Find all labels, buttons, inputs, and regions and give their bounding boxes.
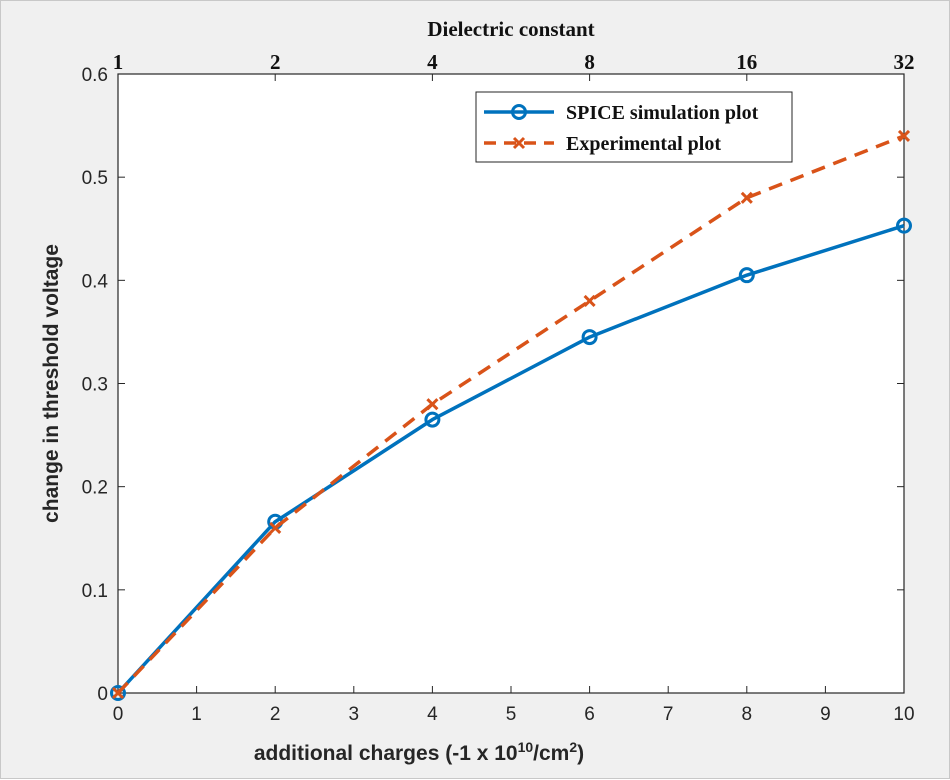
top-tick-label: 32 [894, 50, 915, 74]
x-tick-label: 4 [427, 704, 438, 725]
x-tick-label: 9 [820, 704, 831, 725]
x-axis-label-main: additional charges (-1 x 10 [254, 742, 518, 765]
y-tick-label: 0.5 [82, 168, 108, 189]
series-2-point [740, 191, 753, 204]
y-axis-label: change in threshold voltage [40, 244, 63, 523]
x-tick-label: 8 [742, 704, 753, 725]
x-axis-label: additional charges (-1 x 1010/cm2) [254, 739, 584, 765]
y-tick-label: 0 [97, 684, 108, 705]
x-axis-label-unit: /cm [533, 742, 569, 765]
y-tick-label: 0.4 [82, 271, 109, 292]
series-2-point [269, 521, 282, 534]
series-1-point [738, 267, 755, 284]
series-2-point [897, 129, 911, 142]
legend-marker-1 [511, 104, 527, 120]
y-tick-label: 0.3 [82, 375, 108, 396]
series-2-point [426, 398, 439, 411]
top-tick-label: 16 [736, 50, 757, 74]
series-1-point [896, 217, 912, 234]
x-tick-label: 0 [113, 704, 124, 725]
x-tick-label: 3 [349, 704, 360, 725]
series-1-point [581, 329, 598, 346]
series-line-2 [116, 134, 905, 695]
legend-label-1: SPICE simulation plot [566, 102, 759, 124]
legend-marker-2 [512, 136, 526, 150]
y-tick-label: 0.6 [82, 65, 108, 86]
x-tick-label: 6 [584, 704, 595, 725]
series-line-1 [116, 223, 905, 695]
top-tick-label: 4 [427, 50, 438, 74]
y-tick-label: 0.2 [82, 478, 108, 499]
x-axis-label-close: ) [577, 742, 584, 765]
x-tick-label: 7 [663, 704, 674, 725]
series-1-point [110, 685, 126, 701]
y-tick-label: 0.1 [82, 581, 108, 602]
legend-box [475, 91, 793, 163]
x-tick-label: 5 [506, 704, 517, 725]
top-tick-label: 2 [270, 50, 281, 74]
series-2-point [111, 686, 125, 700]
x-axis-label-exp: 10 [518, 739, 534, 755]
x-axis-label-unit-exp: 2 [569, 739, 577, 755]
legend-label-2: Experimental plot [566, 133, 721, 155]
series-1-point [424, 411, 441, 428]
x-tick-label: 1 [191, 704, 202, 725]
legend: SPICE simulation plot Experimental plot [475, 91, 793, 163]
top-axis-label: Dielectric constant [427, 17, 594, 41]
top-tick-label: 8 [584, 50, 595, 74]
top-tick-label: 1 [113, 50, 124, 74]
plot-area [117, 73, 905, 694]
series-2-point [583, 294, 596, 308]
x-tick-label: 10 [893, 704, 914, 725]
x-tick-label: 2 [270, 704, 281, 725]
